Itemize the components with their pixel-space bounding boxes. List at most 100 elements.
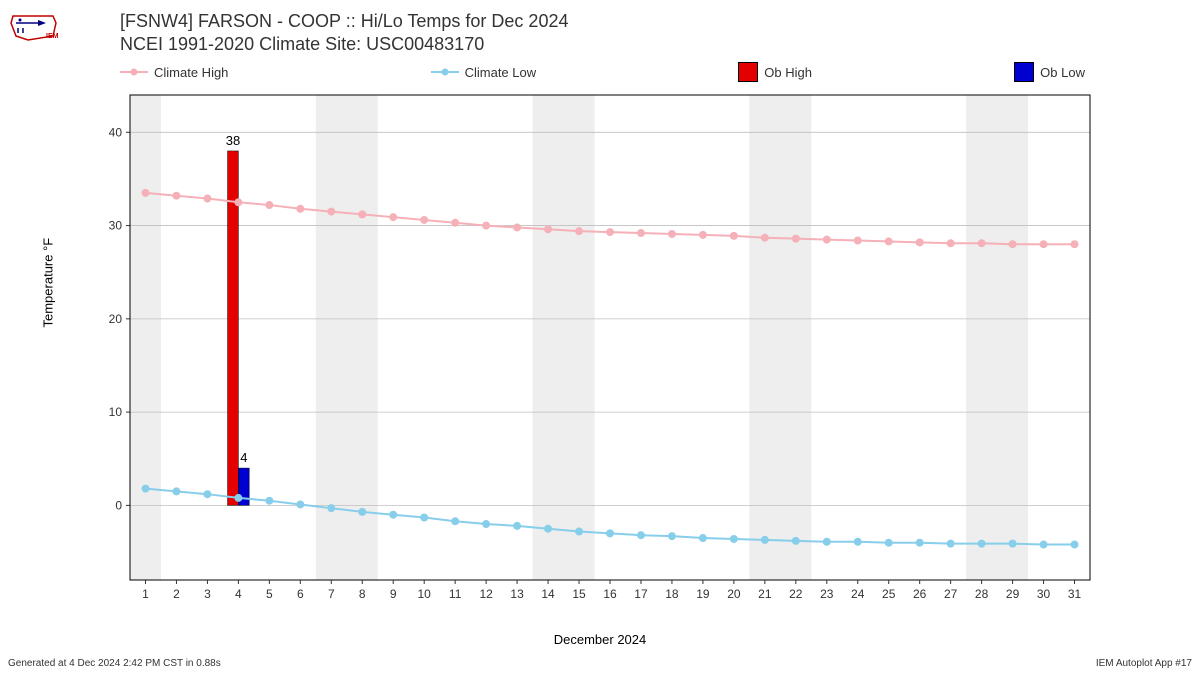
legend-climate-high: Climate High bbox=[120, 62, 228, 82]
climate-low-marker bbox=[885, 539, 892, 546]
climate-low-marker bbox=[947, 540, 954, 547]
x-tick-label: 11 bbox=[449, 587, 462, 601]
x-tick-label: 22 bbox=[789, 587, 803, 601]
x-tick-label: 19 bbox=[696, 587, 710, 601]
legend-label: Climate High bbox=[154, 65, 228, 80]
climate-low-marker bbox=[792, 537, 799, 544]
ob-high-label: 38 bbox=[226, 133, 240, 148]
title-line-1: [FSNW4] FARSON - COOP :: Hi/Lo Temps for… bbox=[120, 10, 568, 33]
x-tick-label: 4 bbox=[235, 587, 242, 601]
x-tick-label: 10 bbox=[418, 587, 432, 601]
weekend-band bbox=[966, 95, 1028, 580]
climate-low-marker bbox=[916, 539, 923, 546]
climate-high-marker bbox=[699, 231, 706, 238]
x-tick-label: 25 bbox=[882, 587, 896, 601]
legend-ob-high: Ob High bbox=[738, 62, 812, 82]
climate-high-marker bbox=[545, 226, 552, 233]
x-tick-label: 21 bbox=[758, 587, 772, 601]
climate-high-line bbox=[145, 193, 1074, 244]
climate-low-marker bbox=[607, 530, 614, 537]
x-tick-label: 16 bbox=[603, 587, 617, 601]
climate-high-marker bbox=[204, 195, 211, 202]
climate-high-marker bbox=[328, 208, 335, 215]
climate-high-marker bbox=[452, 219, 459, 226]
footer-generated: Generated at 4 Dec 2024 2:42 PM CST in 0… bbox=[8, 658, 221, 669]
climate-high-marker bbox=[359, 211, 366, 218]
climate-high-marker bbox=[885, 238, 892, 245]
y-axis-label: Temperature °F bbox=[41, 238, 56, 328]
legend-label: Ob High bbox=[764, 65, 812, 80]
climate-low-marker bbox=[1040, 541, 1047, 548]
climate-high-marker bbox=[514, 224, 521, 231]
climate-low-marker bbox=[978, 540, 985, 547]
ob-low-label: 4 bbox=[240, 450, 247, 465]
climate-low-marker bbox=[823, 538, 830, 545]
climate-low-marker bbox=[266, 497, 273, 504]
climate-low-marker bbox=[297, 501, 304, 508]
climate-low-marker bbox=[390, 511, 397, 518]
legend-label: Climate Low bbox=[465, 65, 537, 80]
chart-title: [FSNW4] FARSON - COOP :: Hi/Lo Temps for… bbox=[120, 10, 568, 57]
climate-low-marker bbox=[1071, 541, 1078, 548]
x-tick-label: 5 bbox=[266, 587, 273, 601]
climate-high-marker bbox=[854, 237, 861, 244]
x-tick-label: 3 bbox=[204, 587, 211, 601]
climate-high-marker bbox=[823, 236, 830, 243]
iem-logo: IEM bbox=[8, 8, 58, 43]
climate-low-marker bbox=[173, 488, 180, 495]
climate-low-marker bbox=[699, 535, 706, 542]
x-tick-label: 24 bbox=[851, 587, 865, 601]
climate-high-marker bbox=[1009, 241, 1016, 248]
x-axis-label: December 2024 bbox=[500, 632, 700, 647]
climate-low-marker bbox=[514, 522, 521, 529]
y-tick-label: 30 bbox=[109, 219, 123, 233]
climate-high-marker bbox=[235, 199, 242, 206]
climate-low-marker bbox=[204, 491, 211, 498]
legend-climate-low: Climate Low bbox=[431, 62, 537, 82]
climate-low-marker bbox=[545, 525, 552, 532]
x-tick-label: 8 bbox=[359, 587, 366, 601]
climate-low-marker bbox=[328, 505, 335, 512]
chart-plot-area: 0102030401234567891011121314151617181920… bbox=[100, 85, 1100, 615]
climate-high-marker bbox=[607, 229, 614, 236]
climate-high-marker bbox=[978, 240, 985, 247]
x-tick-label: 1 bbox=[142, 587, 149, 601]
x-tick-label: 13 bbox=[510, 587, 524, 601]
climate-high-marker bbox=[576, 228, 583, 235]
x-tick-label: 27 bbox=[944, 587, 958, 601]
x-tick-label: 26 bbox=[913, 587, 927, 601]
climate-high-marker bbox=[792, 235, 799, 242]
climate-low-marker bbox=[359, 508, 366, 515]
legend: Climate High Climate Low Ob High Ob Low bbox=[120, 62, 1085, 82]
weekend-band bbox=[533, 95, 595, 580]
climate-high-marker bbox=[266, 202, 273, 209]
climate-high-marker bbox=[947, 240, 954, 247]
climate-low-marker bbox=[421, 514, 428, 521]
climate-low-marker bbox=[668, 533, 675, 540]
climate-low-marker bbox=[1009, 540, 1016, 547]
climate-low-marker bbox=[761, 536, 768, 543]
climate-high-marker bbox=[421, 216, 428, 223]
climate-low-marker bbox=[235, 494, 242, 501]
climate-low-marker bbox=[452, 518, 459, 525]
climate-high-marker bbox=[1071, 241, 1078, 248]
x-tick-label: 20 bbox=[727, 587, 741, 601]
y-tick-label: 20 bbox=[109, 312, 123, 326]
climate-high-marker bbox=[142, 189, 149, 196]
footer-app: IEM Autoplot App #17 bbox=[1096, 658, 1192, 669]
y-tick-label: 40 bbox=[109, 125, 123, 139]
y-tick-label: 10 bbox=[109, 405, 123, 419]
climate-low-marker bbox=[142, 485, 149, 492]
climate-high-marker bbox=[668, 230, 675, 237]
x-tick-label: 30 bbox=[1037, 587, 1051, 601]
climate-high-marker bbox=[1040, 241, 1047, 248]
weekend-band bbox=[749, 95, 811, 580]
plot-border bbox=[130, 95, 1090, 580]
climate-low-marker bbox=[483, 521, 490, 528]
legend-label: Ob Low bbox=[1040, 65, 1085, 80]
weekend-band bbox=[130, 95, 161, 580]
climate-low-marker bbox=[637, 532, 644, 539]
y-tick-label: 0 bbox=[115, 498, 122, 512]
x-tick-label: 2 bbox=[173, 587, 180, 601]
climate-high-marker bbox=[173, 192, 180, 199]
